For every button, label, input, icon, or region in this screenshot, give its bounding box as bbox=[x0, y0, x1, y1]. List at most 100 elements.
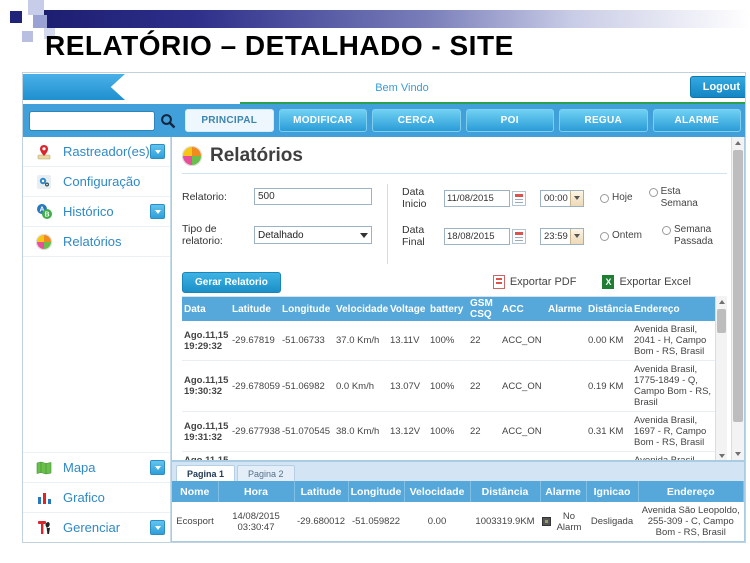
radio-ontem-label: Ontem bbox=[612, 230, 643, 241]
bottom-panel: Pagina 1 Pagina 2 Nome Hora Latitude Lon… bbox=[171, 461, 745, 542]
alarm-icon bbox=[542, 517, 551, 526]
tab-modificar[interactable]: MODIFICAR bbox=[278, 109, 367, 132]
cell-voltage: 13.12V bbox=[388, 411, 428, 452]
sidebar-spacer bbox=[23, 257, 170, 452]
slide-deco-square bbox=[44, 28, 55, 39]
col-velocidade: Velocidade bbox=[404, 481, 471, 502]
sidebar-item-label: Configuração bbox=[63, 174, 141, 189]
data-final-input[interactable]: 18/08/2015 bbox=[444, 227, 510, 245]
col-longitude: Longitude bbox=[280, 297, 334, 321]
cell-alarme bbox=[546, 451, 586, 460]
tab-pagina-1[interactable]: Pagina 1 bbox=[176, 465, 236, 481]
slide-deco-square bbox=[22, 31, 33, 42]
radio-esta-semana[interactable]: Esta Semana bbox=[648, 186, 703, 210]
col-acc: ACC bbox=[500, 297, 546, 321]
radio-hoje[interactable]: Hoje bbox=[600, 192, 633, 204]
tipo-relatorio-label: Tipo de relatorio: bbox=[182, 223, 223, 247]
chevron-down-icon[interactable] bbox=[150, 144, 165, 159]
tipo-relatorio-select[interactable]: Detalhado bbox=[254, 226, 372, 244]
chevron-down-icon[interactable] bbox=[150, 204, 165, 219]
scrollbar-thumb[interactable] bbox=[733, 150, 743, 422]
green-accent-line bbox=[23, 102, 745, 104]
cell-gsm-csq: 22 bbox=[468, 411, 500, 452]
cell-gsm-csq: 22 bbox=[468, 321, 500, 361]
sidebar-item-gerenciar[interactable]: Gerenciar bbox=[23, 512, 170, 542]
chevron-down-icon bbox=[360, 232, 368, 238]
chevron-down-icon[interactable] bbox=[150, 460, 165, 475]
col-alarme: Alarme bbox=[540, 481, 587, 502]
svg-text:B: B bbox=[44, 212, 49, 219]
exportar-excel-link[interactable]: Exportar Excel bbox=[602, 275, 691, 289]
radio-icon[interactable] bbox=[648, 188, 658, 197]
chevron-down-icon[interactable] bbox=[150, 520, 165, 535]
tab-principal[interactable]: PRINCIPAL bbox=[185, 109, 274, 132]
map-pin-icon bbox=[35, 143, 53, 161]
sidebar-item-relatorios[interactable]: Relatórios bbox=[23, 227, 170, 257]
table-scrollbar[interactable] bbox=[715, 296, 727, 460]
scroll-up-icon[interactable] bbox=[716, 296, 727, 308]
table-row[interactable]: Ago.11,15 bbox=[182, 451, 715, 461]
cell-endereco: Avenida São Leopoldo, 255-309 - C, Campo… bbox=[638, 502, 744, 541]
cell-time: 19:29:32 bbox=[184, 340, 223, 352]
hora-inicio-select[interactable]: 00:00 bbox=[540, 189, 584, 207]
sidebar-item-rastreadores[interactable]: Rastreador(es) bbox=[23, 137, 170, 167]
col-distancia: Distância bbox=[470, 481, 541, 502]
data-inicio-input[interactable]: 11/08/2015 bbox=[444, 189, 510, 207]
tab-cerca[interactable]: CERCA bbox=[372, 109, 461, 132]
cell-velocidade bbox=[334, 451, 388, 460]
table-row[interactable]: Ago.11,15 19:31:32 -29.677938 -51.070545 … bbox=[182, 411, 715, 452]
scroll-down-icon[interactable] bbox=[732, 448, 744, 460]
cell-date: Ago.11,15 bbox=[184, 455, 229, 461]
radio-icon[interactable] bbox=[600, 232, 609, 241]
exportar-pdf-link[interactable]: Exportar PDF bbox=[492, 275, 576, 289]
tab-poi[interactable]: POI bbox=[465, 109, 554, 132]
cell-date: Ago.11,15 bbox=[184, 420, 229, 432]
cell-date: Ago.11,15 bbox=[184, 329, 229, 341]
radio-semana-passada[interactable]: Semana Passada bbox=[662, 224, 716, 248]
calendar-icon[interactable] bbox=[512, 190, 526, 206]
data-inicio-label: Data Inicio bbox=[402, 186, 427, 210]
gerar-relatorio-button[interactable]: Gerar Relatorio bbox=[182, 271, 281, 293]
brand-ribbon bbox=[23, 74, 125, 100]
logout-button[interactable]: Logout bbox=[689, 76, 745, 98]
radio-ontem[interactable]: Ontem bbox=[600, 230, 646, 242]
radio-icon[interactable] bbox=[600, 194, 609, 203]
search-input[interactable] bbox=[29, 110, 155, 131]
sidebar-item-label: Relatórios bbox=[63, 234, 122, 249]
tab-pagina-2[interactable]: Pagina 2 bbox=[237, 465, 295, 481]
col-endereco: Endereço bbox=[632, 297, 715, 321]
sidebar-item-configuracao[interactable]: Configuração bbox=[23, 167, 170, 197]
cell-velocidade: 0.0 Km/h bbox=[334, 360, 388, 412]
col-nome: Nome bbox=[172, 481, 219, 502]
calendar-icon[interactable] bbox=[512, 228, 526, 244]
slide-deco-square bbox=[28, 0, 44, 15]
cell-alarme: No Alarm bbox=[540, 502, 586, 541]
excel-icon bbox=[602, 275, 615, 289]
cell-latitude: -29.678059 bbox=[230, 360, 280, 412]
radio-icon[interactable] bbox=[662, 226, 671, 235]
sidebar-item-mapa[interactable]: Mapa bbox=[23, 452, 170, 482]
table-row[interactable]: Ecosport 14/08/2015 03:30:47 -29.680012 … bbox=[172, 502, 744, 541]
hora-final-select[interactable]: 23:59 bbox=[540, 227, 584, 245]
cell-longitude bbox=[280, 451, 334, 460]
tools-icon bbox=[35, 519, 53, 537]
sidebar-item-grafico[interactable]: Grafico bbox=[23, 482, 170, 512]
scroll-up-icon[interactable] bbox=[732, 137, 744, 149]
tab-regua[interactable]: REGUA bbox=[559, 109, 648, 132]
cell-longitude: -51.059822 bbox=[348, 502, 404, 541]
table-row[interactable]: Ago.11,15 19:30:32 -29.678059 -51.06982 0… bbox=[182, 360, 715, 412]
search-icon[interactable] bbox=[157, 110, 179, 132]
cell-acc bbox=[500, 451, 546, 460]
scrollbar-thumb[interactable] bbox=[717, 309, 726, 333]
alarm-status: No Alarm bbox=[556, 510, 582, 533]
relatorio-input[interactable] bbox=[254, 188, 372, 205]
divider bbox=[182, 173, 727, 174]
scroll-down-icon[interactable] bbox=[716, 450, 727, 460]
panel-scrollbar[interactable] bbox=[731, 137, 744, 460]
tab-alarme[interactable]: ALARME bbox=[652, 109, 741, 132]
tipo-relatorio-value: Detalhado bbox=[258, 229, 304, 241]
table-row[interactable]: Ago.11,15 19:29:32 -29.67819 -51.06733 37… bbox=[182, 321, 715, 361]
cell-longitude: -51.06982 bbox=[280, 360, 334, 412]
cell-endereco: Avenida Brasil, 1775-1849 - Q, Campo Bom… bbox=[632, 360, 715, 412]
